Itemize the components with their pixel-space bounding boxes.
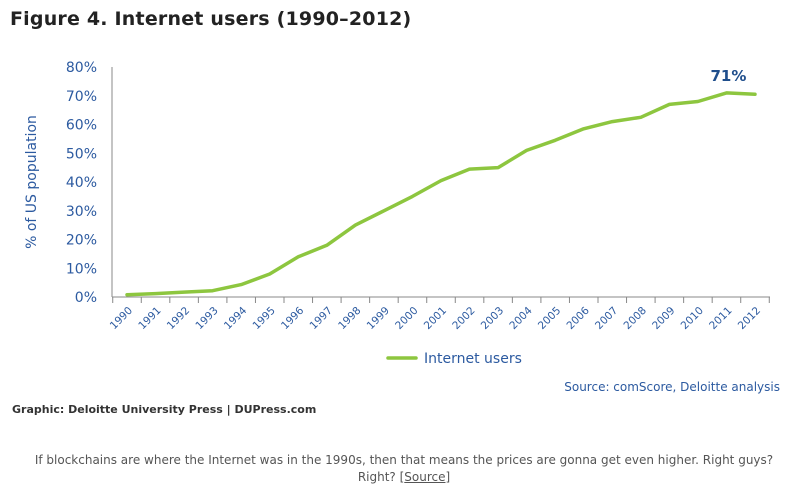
x-tick-label: 1990 [108, 305, 135, 332]
series-line-internet-users [125, 91, 757, 297]
x-tick-label: 2004 [507, 304, 535, 332]
y-tick-label: 70% [66, 89, 97, 105]
y-tick-label: 20% [66, 233, 97, 249]
x-tick-label: 2007 [593, 305, 620, 332]
legend: Internet users [386, 351, 522, 367]
graphic-credit: Graphic: Deloitte University Press | DUP… [12, 403, 317, 416]
y-tick-label: 30% [66, 204, 97, 220]
y-tick-label: 40% [66, 175, 97, 191]
caption: If blockchains are where the Internet wa… [0, 452, 808, 486]
y-tick-label: 50% [66, 146, 97, 162]
x-tick-label: 2003 [479, 305, 506, 332]
x-tick-label: 1995 [250, 305, 277, 332]
x-tick-label: 2005 [536, 305, 563, 332]
x-tick-label: 1993 [193, 305, 220, 332]
x-tick-label: 2001 [422, 305, 449, 332]
x-tick-label: 2002 [450, 305, 477, 332]
x-tick-label: 1998 [336, 305, 363, 332]
x-tick-label: 1996 [279, 304, 307, 332]
x-tick-label: 1992 [165, 305, 192, 332]
source-link[interactable]: Source [404, 470, 446, 484]
y-tick-label: 60% [66, 118, 97, 134]
caption-line-2-prefix: Right? [ [357, 470, 405, 484]
y-axis-label: % of US population [24, 115, 40, 249]
source-note: Source: comScore, Deloitte analysis [564, 380, 780, 394]
x-tick-label: 2011 [707, 305, 734, 332]
y-tick-label: 0% [75, 290, 97, 306]
x-tick-label: 1994 [222, 304, 250, 332]
x-tick-label: 2009 [650, 305, 677, 332]
x-tick-label: 2008 [622, 305, 649, 332]
x-tick-label: 1997 [308, 305, 335, 332]
x-tick-label: 2010 [679, 305, 706, 332]
caption-line-2: Right? [Source] [0, 469, 808, 486]
y-tick-label: 80% [66, 60, 97, 76]
x-tick-label: 1999 [365, 305, 392, 332]
y-tick-label: 10% [66, 261, 97, 277]
end-value-annotation: 71% [711, 67, 747, 85]
legend-label: Internet users [424, 351, 522, 367]
caption-line-2-suffix: ] [445, 470, 451, 484]
x-axis: 1990 1991 1992 1993 1994 1995 1996 1997 1998 1999… [108, 296, 770, 332]
x-tick-label: 1991 [136, 305, 163, 332]
x-tick-label: 2012 [736, 305, 763, 332]
x-tick-label: 2006 [564, 304, 592, 332]
x-tick-label: 2000 [393, 305, 420, 332]
series-group [125, 91, 757, 297]
caption-line-1: If blockchains are where the Internet wa… [34, 453, 774, 467]
line-chart: % of US population 0% 10% 20% 30% 40% 50% 60% 7… [24, 60, 770, 367]
figure-title: Figure 4. Internet users (1990–2012) [10, 8, 412, 30]
y-axis-ticks: 0% 10% 20% 30% 40% 50% 60% 70% 80% [66, 60, 113, 306]
